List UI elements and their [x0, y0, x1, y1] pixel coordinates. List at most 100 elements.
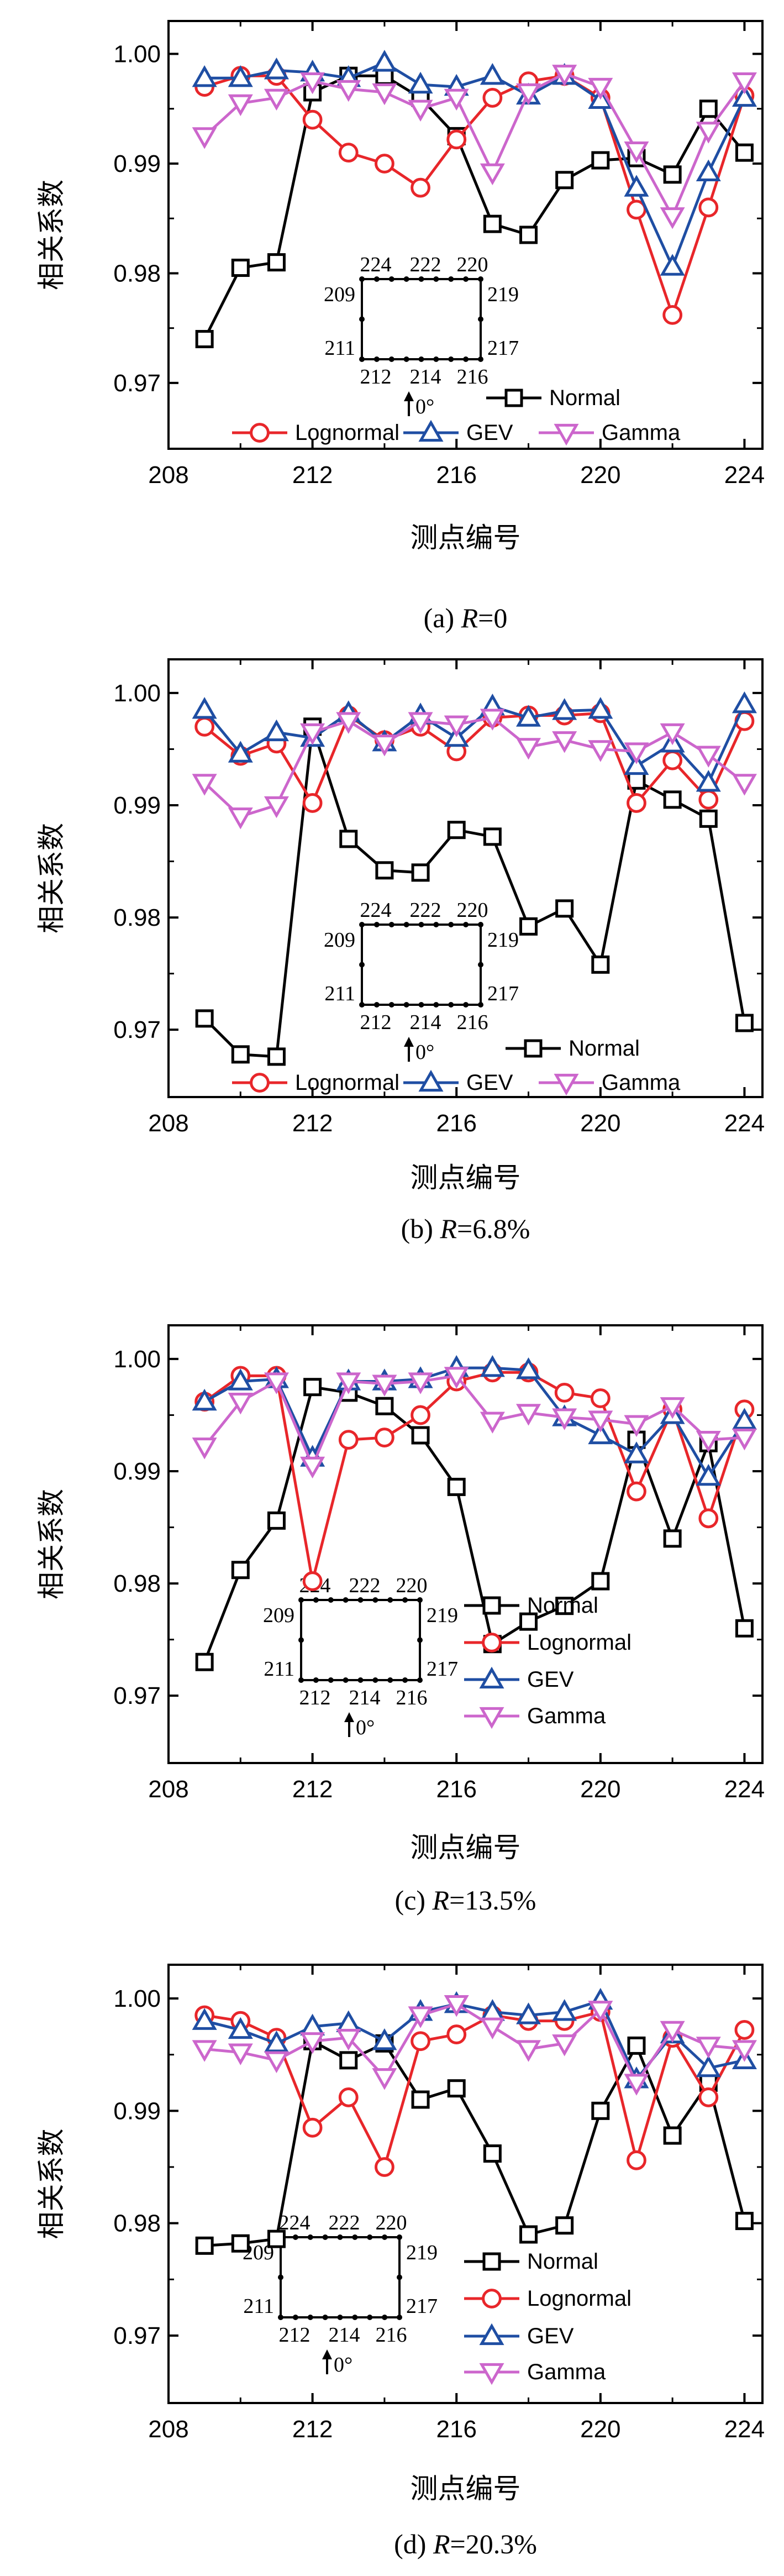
legend-label: Gamma [527, 2360, 606, 2384]
inset-point [478, 962, 483, 968]
x-tick-label: 216 [436, 461, 477, 489]
legend-label: GEV [527, 2324, 574, 2348]
data-point [264, 719, 289, 742]
y-tick-label: 0.99 [113, 1458, 161, 1485]
inset-label-top: 220 [457, 253, 488, 276]
data-point [590, 1388, 611, 1408]
legend-marker [479, 2323, 504, 2346]
data-point [408, 71, 433, 94]
series-normal [195, 66, 754, 349]
inset-label-bottom: 212 [279, 2323, 311, 2347]
legend-marker [482, 2252, 501, 2271]
data-point [302, 2117, 323, 2138]
data-point [264, 57, 289, 80]
inset-point [388, 922, 394, 927]
data-point [375, 1428, 394, 1447]
legend-label: Lognormal [527, 2286, 632, 2311]
data-point [411, 2031, 430, 2052]
legend-label: Lognormal [295, 421, 399, 445]
inset-point [359, 1002, 365, 1008]
data-point [336, 1372, 361, 1394]
data-point [303, 1378, 322, 1397]
inset-point [373, 922, 380, 927]
inset-label-left-bottom: 211 [324, 337, 355, 360]
data-point [519, 2225, 538, 2244]
series-line [203, 74, 746, 340]
inset-point [367, 2234, 373, 2240]
sensor-layout-inset: 224 222 220 212 214 216 209 211 219 217 0° [324, 253, 519, 418]
inset-point [298, 1677, 304, 1683]
panel-caption: (c) R=13.5% [395, 1885, 536, 1916]
legend-marker [479, 1666, 504, 1689]
legend-label: Gamma [602, 1071, 681, 1095]
data-point [732, 85, 757, 107]
legend-marker [524, 1039, 543, 1058]
inset-point [388, 276, 394, 282]
data-point [588, 77, 613, 100]
inset-label-bottom: 216 [376, 2323, 407, 2347]
data-point [588, 740, 613, 762]
data-point [663, 1529, 682, 1548]
inset-point [359, 922, 365, 927]
inset-point [292, 2315, 298, 2320]
data-point [408, 2006, 433, 2028]
data-point [338, 143, 359, 163]
data-point [192, 1437, 217, 1460]
data-point [192, 2008, 217, 2030]
inset-point [313, 1677, 319, 1683]
data-point [483, 827, 502, 846]
data-point [375, 154, 394, 174]
y-axis-title: 相关系数 [35, 823, 67, 933]
data-point [516, 738, 541, 760]
series-line [204, 61, 746, 269]
data-point [338, 2087, 359, 2107]
x-tick-label: 216 [436, 2416, 477, 2443]
inset-label-left-bottom: 211 [243, 2295, 274, 2318]
inset-point [337, 2315, 343, 2320]
data-point [336, 80, 361, 102]
data-point [735, 1619, 754, 1638]
data-point [192, 127, 217, 149]
inset-point [433, 922, 439, 927]
data-point [192, 65, 217, 87]
data-point [195, 1652, 214, 1671]
inset-label-left-top: 209 [324, 283, 355, 306]
inset-point [328, 1597, 334, 1603]
inset-label-bottom: 216 [457, 1011, 488, 1034]
series-line [204, 2002, 745, 2084]
data-point [516, 2002, 541, 2024]
y-tick-label: 0.99 [113, 150, 161, 177]
data-point [699, 809, 718, 828]
inset-point [359, 962, 365, 968]
data-point [663, 790, 682, 809]
data-point [411, 177, 430, 198]
data-point [588, 1410, 613, 1433]
inset-point [463, 1002, 469, 1008]
y-tick-label: 0.97 [113, 370, 161, 397]
y-tick-label: 1.00 [113, 680, 161, 707]
data-point [591, 955, 610, 974]
data-point [267, 1047, 286, 1066]
inset-point [448, 356, 454, 362]
inset-point [402, 1597, 408, 1603]
data-point [228, 741, 253, 763]
x-tick-label: 220 [580, 1776, 620, 1803]
legend-marker [482, 2289, 502, 2309]
inset-point [359, 356, 365, 362]
y-axis-title: 相关系数 [35, 2129, 67, 2239]
data-point [444, 715, 469, 738]
legend-marker [504, 389, 523, 407]
data-point [444, 1367, 469, 1389]
legend-entry-lognormal: Lognormal [232, 1071, 399, 1095]
data-point [555, 899, 574, 918]
data-point [696, 2037, 721, 2059]
x-tick-label: 212 [292, 1110, 333, 1137]
series-line [203, 1371, 746, 1583]
data-point [735, 1014, 754, 1032]
data-point [696, 122, 721, 144]
x-tick-label: 224 [724, 461, 765, 489]
data-point [408, 99, 433, 122]
data-point [698, 2087, 719, 2107]
